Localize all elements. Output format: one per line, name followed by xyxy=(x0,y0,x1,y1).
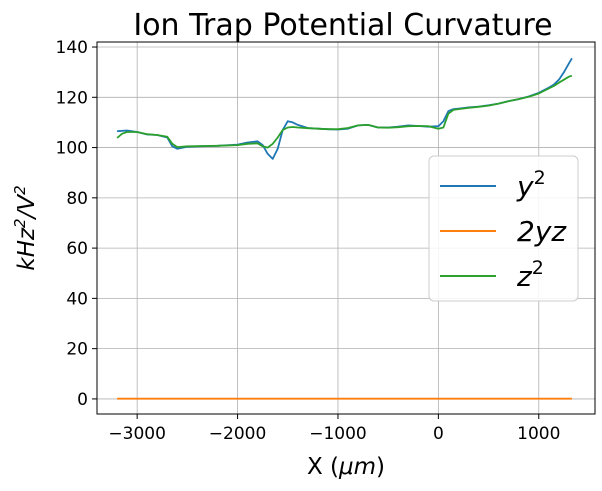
series-line-1 xyxy=(117,57,573,160)
ticks: −3000 −2000 −1000 0 1000 0 20 40 60 80 100 120 140 xyxy=(56,38,561,444)
y-tick-label: 0 xyxy=(77,390,88,410)
x-tick-label: 0 xyxy=(433,424,444,444)
series-line-3 xyxy=(116,74,573,149)
x-tick-label: −1000 xyxy=(309,424,367,444)
legend: y2 2yz z2 xyxy=(428,155,579,302)
x-tick-label: −2000 xyxy=(209,424,267,444)
y-tick-label: 80 xyxy=(66,189,88,209)
x-tick-label: −3000 xyxy=(108,424,166,444)
y-tick-label: 140 xyxy=(56,38,88,58)
x-tick-label: 1000 xyxy=(517,424,560,444)
y-tick-label: 100 xyxy=(56,139,88,159)
legend-frame xyxy=(428,155,579,302)
y-tick-label: 120 xyxy=(56,88,88,108)
y-tick-label: 40 xyxy=(66,289,88,309)
legend-label: 2yz xyxy=(517,215,567,248)
y-tick-label: 20 xyxy=(66,340,88,360)
y-axis-label: kHz2/V2 xyxy=(11,185,40,270)
plot-frame xyxy=(96,41,596,415)
y-tick-label: 60 xyxy=(66,239,88,259)
series-layer xyxy=(116,57,573,400)
legend-label: y2 xyxy=(516,167,546,203)
legend-label: z2 xyxy=(516,257,544,293)
chart-title: Ion Trap Potential Curvature xyxy=(133,8,552,43)
x-axis-label: X (μm) xyxy=(307,454,385,480)
